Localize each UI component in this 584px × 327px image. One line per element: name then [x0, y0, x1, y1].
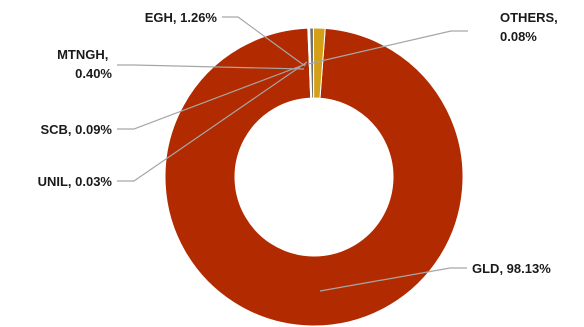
slice-gld	[164, 27, 464, 327]
data-label-unil: UNIL, 0.03%	[38, 174, 113, 189]
data-label-others-line1: OTHERS,	[500, 10, 558, 25]
leader-lines	[117, 16, 468, 292]
data-labels: EGH, 1.26% MTNGH, 0.40% SCB, 0.09% UNIL,…	[38, 10, 561, 276]
data-label-egh: EGH, 1.26%	[145, 10, 218, 25]
data-label-mtngh: MTNGH, 0.40%	[57, 47, 112, 81]
leader-line-egh	[222, 16, 306, 67]
data-label-others: OTHERS, 0.08%	[500, 10, 561, 44]
data-label-gld: GLD, 98.13%	[472, 261, 551, 276]
leader-line-mtngh	[117, 64, 305, 70]
slice-egh	[312, 27, 326, 99]
data-label-mtngh-line1: MTNGH,	[57, 47, 108, 62]
data-label-mtngh-line2: 0.40%	[75, 66, 112, 81]
chart-slices	[164, 27, 464, 327]
data-label-scb: SCB, 0.09%	[40, 122, 112, 137]
data-label-others-line2: 0.08%	[500, 29, 537, 44]
leader-line-unil	[117, 61, 308, 182]
leader-line-others	[307, 30, 468, 65]
leader-line-gld	[319, 267, 467, 292]
leader-line-scb	[117, 63, 307, 130]
